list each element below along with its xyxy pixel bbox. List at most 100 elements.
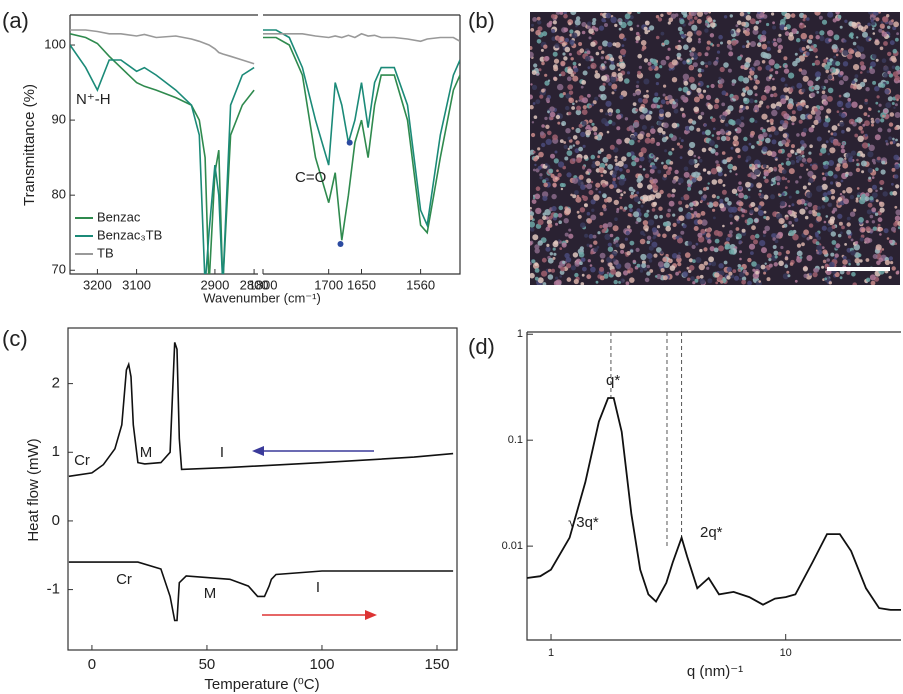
texture-dot bbox=[762, 128, 766, 133]
texture-dot bbox=[575, 127, 581, 134]
texture-dot bbox=[862, 123, 866, 127]
texture-dot bbox=[650, 125, 654, 130]
texture-dot bbox=[805, 105, 809, 109]
texture-dot bbox=[807, 80, 814, 87]
texture-dot bbox=[870, 17, 874, 20]
texture-dot bbox=[586, 21, 592, 27]
texture-dot bbox=[808, 223, 814, 228]
texture-dot bbox=[630, 135, 635, 139]
texture-dot bbox=[875, 189, 878, 193]
texture-dot bbox=[761, 30, 767, 35]
texture-dot bbox=[781, 169, 787, 175]
texture-dot bbox=[531, 199, 537, 205]
annotation: M bbox=[204, 585, 217, 602]
texture-dot bbox=[773, 168, 777, 172]
texture-dot bbox=[635, 247, 640, 252]
texture-dot bbox=[831, 44, 838, 51]
texture-dot bbox=[670, 13, 677, 19]
texture-dot bbox=[530, 206, 532, 210]
texture-dot bbox=[751, 261, 757, 267]
texture-dot bbox=[537, 165, 542, 170]
texture-dot bbox=[837, 197, 843, 202]
texture-dot bbox=[698, 38, 701, 41]
texture-dot bbox=[553, 240, 559, 245]
texture-dot bbox=[853, 208, 857, 212]
texture-dot bbox=[860, 64, 866, 71]
texture-dot bbox=[692, 259, 696, 263]
texture-dot bbox=[559, 275, 562, 278]
texture-dot bbox=[577, 214, 582, 219]
texture-dot bbox=[589, 119, 593, 123]
texture-dot bbox=[680, 107, 684, 112]
texture-dot bbox=[787, 152, 792, 158]
texture-dot bbox=[697, 232, 703, 238]
texture-dot bbox=[791, 203, 795, 207]
texture-dot bbox=[748, 243, 756, 250]
texture-dot bbox=[856, 152, 861, 157]
texture-dot bbox=[534, 248, 540, 254]
texture-dot bbox=[613, 199, 619, 206]
texture-dot bbox=[846, 187, 853, 194]
texture-dot bbox=[545, 124, 550, 129]
texture-dot bbox=[694, 16, 698, 20]
texture-dot bbox=[883, 108, 888, 114]
texture-dot bbox=[806, 255, 813, 261]
texture-dot bbox=[733, 143, 736, 147]
texture-dot bbox=[646, 235, 652, 240]
texture-dot bbox=[728, 271, 733, 276]
texture-dot bbox=[796, 243, 802, 248]
texture-dot bbox=[534, 276, 539, 281]
texture-dot bbox=[664, 149, 668, 153]
texture-dot bbox=[547, 110, 550, 114]
texture-dot bbox=[618, 179, 625, 186]
texture-dot bbox=[533, 156, 538, 162]
texture-dot bbox=[576, 210, 580, 214]
texture-dot bbox=[649, 269, 654, 273]
texture-dot bbox=[695, 242, 699, 246]
texture-dot bbox=[892, 48, 898, 54]
texture-dot bbox=[648, 259, 653, 263]
texture-dot bbox=[530, 94, 533, 100]
texture-dot bbox=[597, 155, 600, 159]
texture-dot bbox=[865, 192, 870, 197]
texture-dot bbox=[594, 160, 601, 167]
texture-dot bbox=[571, 106, 575, 110]
texture-dot bbox=[704, 22, 709, 26]
texture-dot bbox=[752, 28, 759, 35]
texture-dot bbox=[854, 257, 861, 264]
texture-dot bbox=[887, 70, 891, 75]
texture-dot bbox=[745, 271, 749, 276]
texture-dot bbox=[669, 265, 676, 271]
texture-dot bbox=[649, 165, 652, 168]
texture-dot bbox=[569, 29, 574, 34]
texture-dot bbox=[571, 32, 578, 39]
texture-dot bbox=[867, 12, 874, 15]
texture-dot bbox=[889, 112, 895, 117]
texture-dot bbox=[681, 113, 686, 118]
texture-dot bbox=[878, 12, 881, 14]
texture-dot bbox=[668, 200, 675, 207]
texture-dot bbox=[791, 144, 795, 149]
texture-dot bbox=[850, 150, 857, 156]
texture-dot bbox=[869, 68, 876, 75]
texture-dot bbox=[792, 234, 799, 241]
legend-label: Benzac bbox=[97, 209, 141, 224]
texture-dot bbox=[586, 211, 591, 216]
texture-dot bbox=[757, 164, 761, 168]
texture-dot bbox=[749, 164, 752, 167]
texture-dot bbox=[628, 186, 634, 192]
texture-dot bbox=[816, 136, 822, 142]
texture-dot bbox=[568, 233, 574, 239]
texture-dot bbox=[743, 136, 748, 142]
texture-dot bbox=[738, 181, 742, 185]
texture-dot bbox=[780, 245, 784, 250]
texture-dot bbox=[675, 45, 679, 49]
texture-dot bbox=[766, 119, 770, 123]
texture-dot bbox=[667, 47, 671, 51]
texture-dot bbox=[696, 163, 700, 166]
texture-dot bbox=[721, 102, 726, 107]
texture-dot bbox=[580, 85, 584, 89]
texture-dot bbox=[775, 101, 782, 108]
axis-frame bbox=[69, 14, 461, 275]
texture-dot bbox=[553, 58, 560, 64]
